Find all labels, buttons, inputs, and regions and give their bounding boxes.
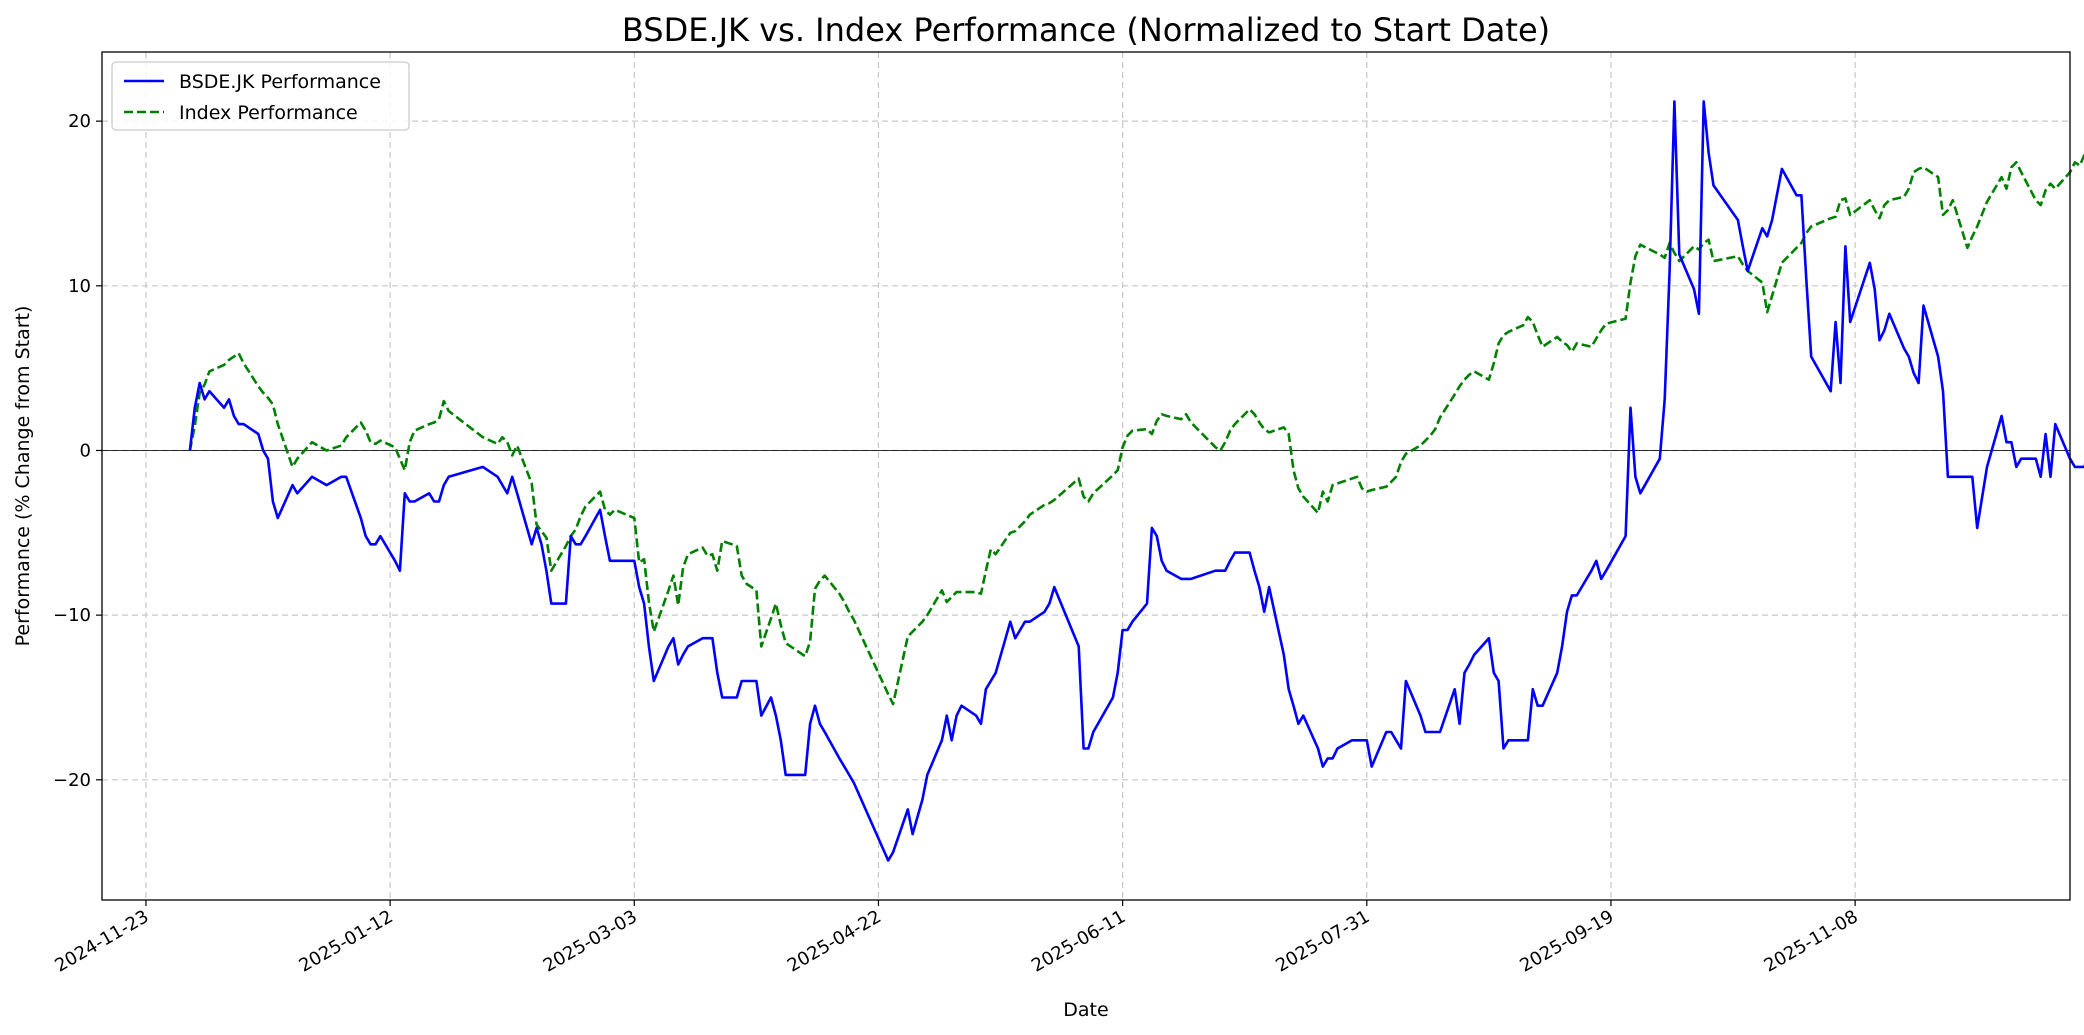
y-tick-label: −20 bbox=[53, 770, 91, 791]
legend-box bbox=[111, 61, 410, 131]
grid bbox=[102, 52, 2070, 900]
y-tick-label: 10 bbox=[68, 276, 91, 297]
bsde-performance-line bbox=[188, 100, 2084, 862]
y-axis-ticks: −20 −10 0 10 20 bbox=[53, 111, 102, 791]
index-performance-line bbox=[188, 152, 2084, 706]
y-tick-label: −10 bbox=[53, 605, 91, 626]
x-axis-label: Date bbox=[1063, 999, 1108, 1021]
legend-label: BSDE.JK Performance bbox=[179, 71, 381, 93]
chart-title: BSDE.JK vs. Index Performance (Normalize… bbox=[622, 11, 1550, 49]
legend: BSDE.JK Performance Index Performance bbox=[111, 61, 410, 131]
legend-label: Index Performance bbox=[179, 102, 358, 124]
y-tick-label: 20 bbox=[68, 111, 91, 132]
y-tick-label: 0 bbox=[80, 440, 91, 461]
series-layer bbox=[188, 100, 2084, 862]
plot-frame bbox=[101, 51, 2071, 901]
y-axis-label: Performance (% Change from Start) bbox=[12, 306, 34, 647]
